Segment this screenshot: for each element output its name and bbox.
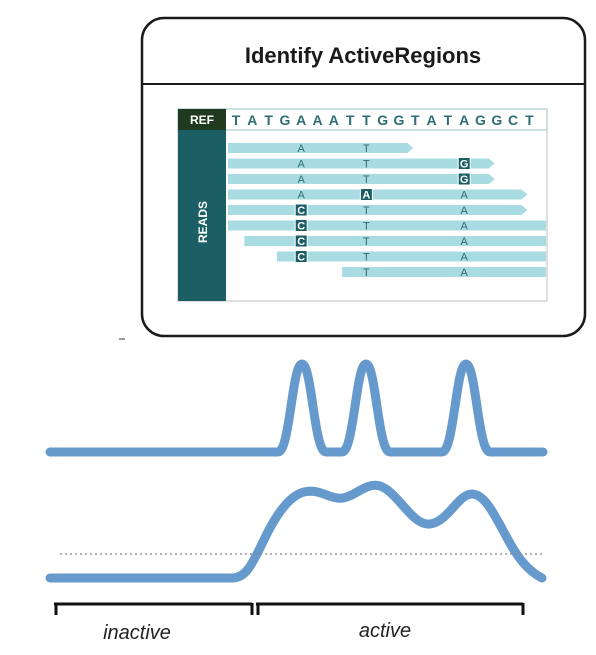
ref-base: A	[459, 112, 469, 128]
read-bar	[228, 220, 546, 231]
read-bar	[228, 143, 414, 153]
read-base: T	[363, 236, 370, 248]
ref-base: A	[296, 112, 306, 128]
ref-base: G	[394, 112, 405, 128]
ref-base: T	[232, 112, 241, 128]
ref-base: C	[508, 112, 518, 128]
ref-base: A	[247, 112, 257, 128]
read-bar	[228, 174, 495, 184]
mismatch-base: C	[297, 221, 305, 233]
ref-base: G	[475, 112, 486, 128]
read-base: T	[363, 267, 370, 279]
read-bar	[228, 205, 528, 215]
read-base: A	[298, 174, 306, 186]
mismatch-base: G	[460, 159, 469, 171]
reads-label-box	[178, 130, 226, 301]
active-bracket	[256, 602, 525, 615]
inactive-label: inactive	[103, 622, 171, 644]
read-base: A	[461, 221, 469, 233]
mismatch-highlight	[457, 172, 471, 186]
read-base: T	[363, 221, 370, 233]
mismatch-highlight	[294, 219, 308, 232]
ref-base: A	[312, 112, 322, 128]
mismatch-base: A	[362, 190, 370, 202]
ref-base: G	[377, 112, 388, 128]
ref-label-box	[178, 109, 226, 130]
ref-base: G	[491, 112, 502, 128]
read-base: A	[461, 190, 469, 202]
read-base: A	[461, 236, 469, 248]
read-base: A	[298, 143, 306, 155]
ref-base: T	[362, 112, 371, 128]
active-label: active	[359, 620, 411, 642]
read-base: T	[363, 143, 370, 155]
mismatch-highlight	[294, 234, 308, 248]
read-base: A	[298, 190, 306, 202]
read-base: A	[461, 252, 469, 264]
read-bar	[342, 267, 546, 277]
mismatch-highlight	[294, 250, 308, 263]
mismatch-highlight	[294, 203, 308, 217]
read-base: T	[363, 174, 370, 186]
mismatch-base: G	[460, 174, 469, 186]
ref-base: T	[411, 112, 420, 128]
ref-base: T	[264, 112, 273, 128]
mismatch-base: C	[297, 236, 305, 248]
read-alignments: A TA T GA T GA A AC T AC T AC T AC T AT A	[228, 143, 547, 279]
ref-base: T	[346, 112, 355, 128]
reads-label: READS	[196, 201, 210, 243]
mismatch-highlight	[457, 157, 471, 170]
read-base: T	[363, 205, 370, 217]
ref-base: A	[427, 112, 437, 128]
read-base: T	[363, 252, 370, 264]
read-bar	[276, 251, 546, 262]
ref-base: A	[329, 112, 339, 128]
read-base: A	[298, 159, 306, 171]
mismatch-highlight	[359, 188, 373, 201]
activity-score-curve	[45, 480, 547, 583]
ref-label: REF	[190, 113, 214, 127]
read-bar	[244, 236, 547, 246]
ref-base: T	[444, 112, 453, 128]
read-base: A	[461, 267, 469, 279]
inactive-bracket	[54, 602, 254, 615]
read-base: T	[363, 159, 370, 171]
read-bar	[228, 189, 528, 200]
read-base: A	[461, 205, 469, 217]
read-bar	[228, 158, 495, 169]
mismatch-base: C	[297, 205, 305, 217]
ref-base: T	[525, 112, 534, 128]
variant-peaks-curve	[45, 359, 548, 457]
ref-base: G	[279, 112, 290, 128]
card-title: Identify ActiveRegions	[245, 43, 481, 68]
mismatch-base: C	[297, 252, 305, 264]
